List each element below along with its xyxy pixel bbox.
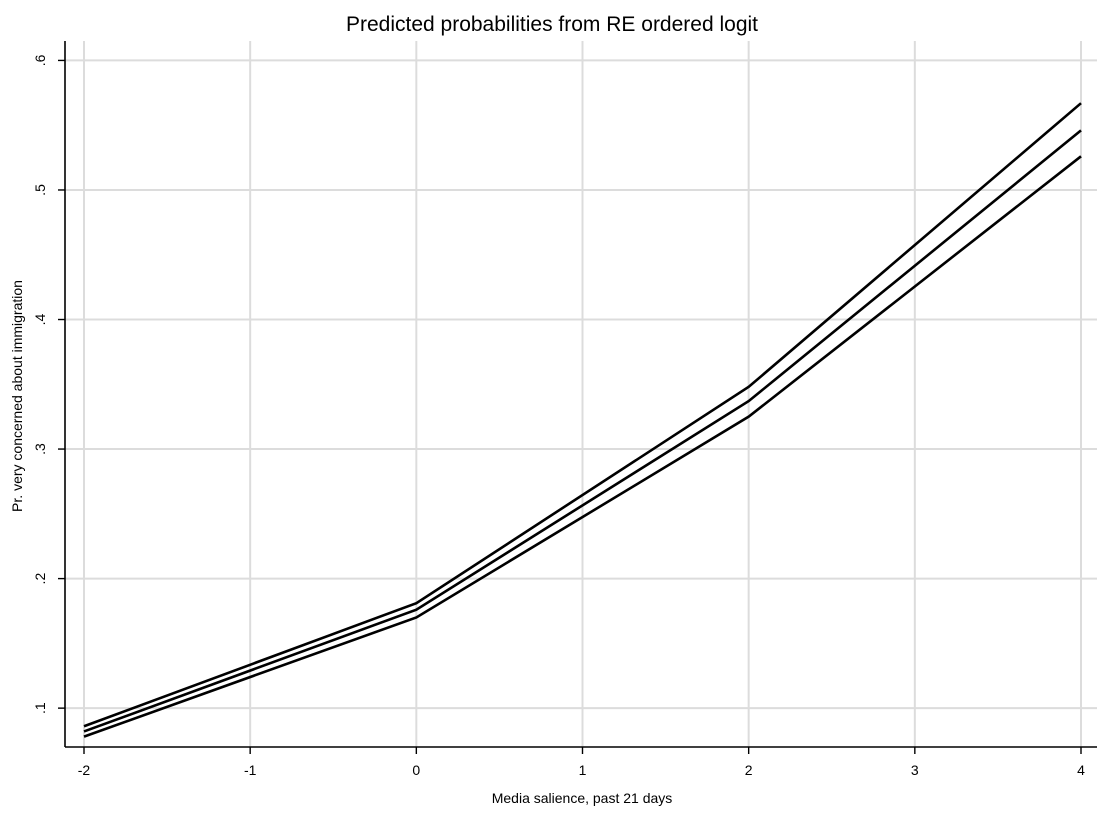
- y-tick-label: .5: [32, 184, 48, 196]
- x-tick-label: 1: [579, 762, 587, 778]
- series-line: [83, 129, 1082, 733]
- y-tick-label: .3: [32, 443, 48, 455]
- y-tick-label: .2: [32, 573, 48, 585]
- series-line: [83, 155, 1082, 738]
- x-tick-label: 0: [412, 762, 420, 778]
- y-tick-label: .1: [32, 702, 48, 714]
- x-tick-label: -2: [78, 762, 91, 778]
- x-tick-label: 3: [911, 762, 919, 778]
- x-axis-label: Media salience, past 21 days: [492, 790, 673, 806]
- x-tick-label: 4: [1077, 762, 1085, 778]
- y-tick-label: .6: [32, 54, 48, 66]
- chart-title: Predicted probabilities from RE ordered …: [346, 13, 758, 36]
- y-tick-label: .4: [32, 313, 48, 325]
- y-axis-label: Pr. very concerned about immigration: [9, 280, 25, 512]
- series-line: [83, 102, 1082, 728]
- tick-labels: -2 -1 0 1 2 3 4 .1 .2 .3 .4 .5 .6: [32, 54, 1085, 778]
- gridlines: [65, 41, 1097, 747]
- series-lines: [83, 102, 1082, 738]
- x-tick-label: -1: [244, 762, 257, 778]
- x-tick-label: 2: [745, 762, 753, 778]
- axes: [58, 41, 1097, 754]
